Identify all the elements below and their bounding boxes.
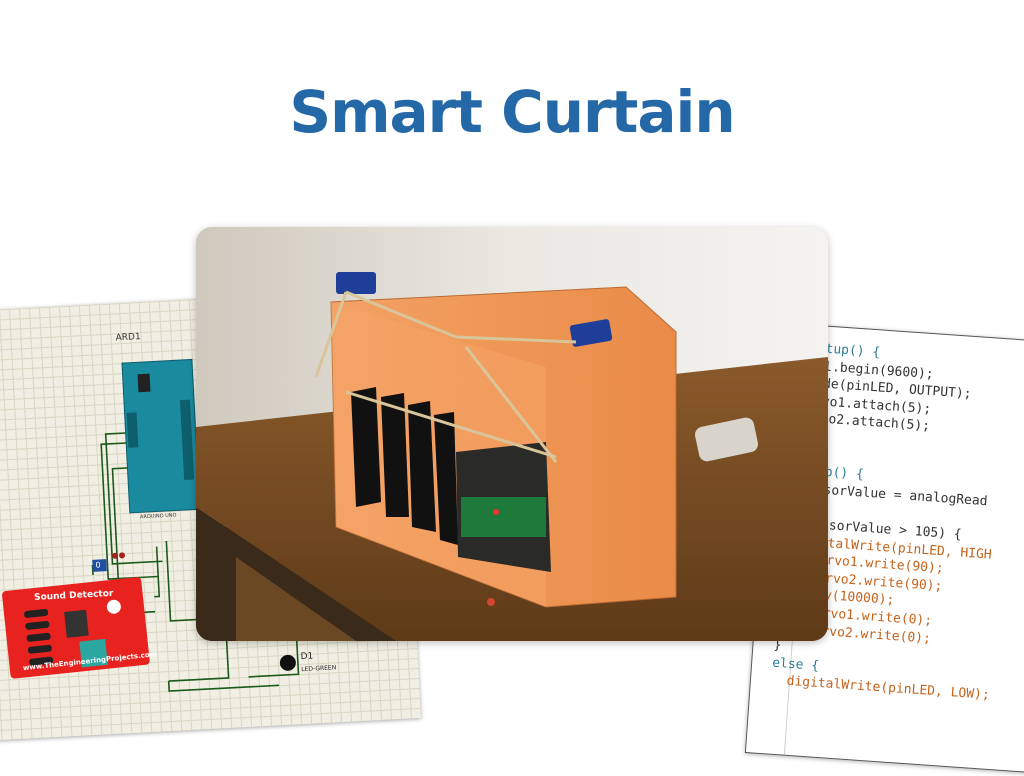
code-line: else { [771,655,820,674]
led-component [279,654,296,671]
sound-detector-module [2,577,150,679]
led-label: D1 [300,651,314,663]
arduino-uno-board [121,358,201,514]
code-line: digitalWrite(pinLED, LOW); [770,672,991,704]
prototype-photo [196,227,828,641]
smart-curtain-photo-icon [196,227,828,641]
page-title: Smart Curtain [289,78,735,146]
arduino-label: ARD1 [115,332,141,344]
terminal-value: 0 [95,560,101,570]
